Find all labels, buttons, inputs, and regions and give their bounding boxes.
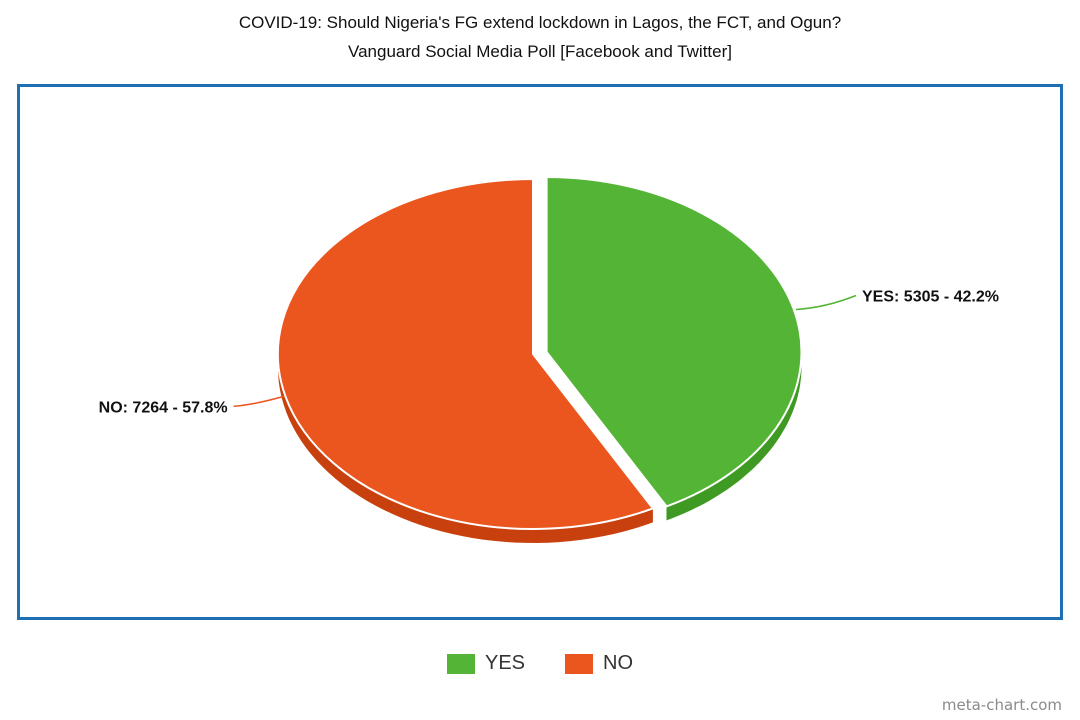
data-label-yes: YES: 5305 - 42.2% <box>862 289 999 306</box>
pie-side-yes <box>666 352 802 521</box>
data-label-no: NO: 7264 - 57.8% <box>99 399 228 416</box>
leader-line-yes <box>795 294 857 311</box>
legend-label-yes: YES <box>484 652 526 674</box>
legend: YES NO <box>0 652 1080 675</box>
leader-line-no <box>233 395 284 408</box>
legend-swatch-no <box>565 653 594 674</box>
pie-side-no <box>278 354 653 543</box>
legend-item-yes[interactable]: YES <box>446 652 526 675</box>
legend-item-no[interactable]: NO <box>565 652 633 675</box>
chart-title: COVID-19: Should Nigeria's FG extend loc… <box>238 13 842 32</box>
legend-label-no: NO <box>603 652 634 674</box>
pie-slice-yes[interactable] <box>545 175 803 508</box>
watermark: meta-chart.com <box>941 696 1062 714</box>
pie-slice-no[interactable] <box>276 177 655 530</box>
legend-swatch-yes <box>446 653 475 674</box>
chart-subtitle: Vanguard Social Media Poll [Facebook and… <box>348 42 732 61</box>
